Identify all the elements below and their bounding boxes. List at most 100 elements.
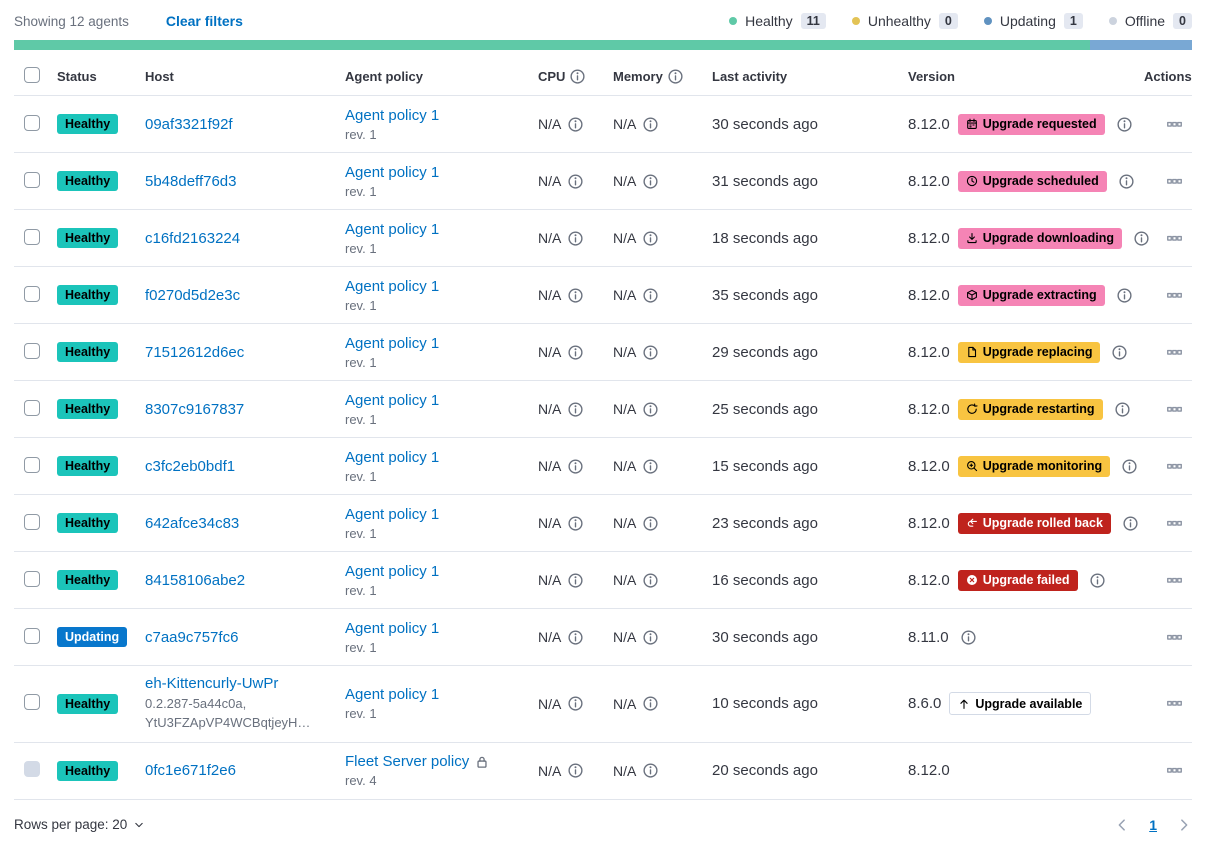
row-actions-button[interactable] [1167,696,1182,711]
host-link[interactable]: 84158106abe2 [145,571,246,589]
row-checkbox[interactable] [24,627,40,644]
host-link[interactable]: 0fc1e671f2e6 [145,762,236,780]
row-checkbox[interactable] [24,399,40,416]
upgrade-info-icon[interactable] [1115,401,1130,417]
upgrade-info-icon[interactable] [1117,116,1132,132]
table-header-row: Status Host Agent policy CPU Memory Last… [14,58,1192,96]
agent-policy-link[interactable]: Agent policy 1 [345,163,440,181]
row-actions-button[interactable] [1167,573,1182,588]
host-link[interactable]: 5b48deff76d3 [145,172,237,190]
row-checkbox[interactable] [24,342,40,359]
agent-policy-link[interactable]: Agent policy 1 [345,686,440,704]
row-actions-button[interactable] [1167,345,1182,360]
row-actions-button[interactable] [1167,117,1182,132]
cpu-info-icon[interactable] [568,401,583,417]
memory-info-icon[interactable] [643,230,658,246]
select-all-checkbox[interactable] [24,67,40,83]
row-actions-button[interactable] [1167,516,1182,531]
row-checkbox[interactable] [24,456,40,473]
memory-info-icon[interactable] [643,344,658,360]
memory-info-icon[interactable] [643,572,658,588]
cpu-info-icon[interactable] [568,629,583,645]
memory-info-icon[interactable] [668,69,683,84]
host-link[interactable]: c3fc2eb0bdf1 [145,457,236,475]
memory-value: N/A [613,572,637,588]
cpu-info-icon[interactable] [568,173,583,189]
upgrade-info-icon[interactable] [1117,287,1132,303]
row-checkbox[interactable] [24,171,40,188]
memory-info-icon[interactable] [643,173,658,189]
cpu-info-icon[interactable] [568,572,583,588]
agent-policy-link[interactable]: Agent policy 1 [345,505,440,523]
host-link[interactable]: 09af3321f92f [145,115,233,133]
memory-cell: N/A [613,687,712,721]
agent-policy-link[interactable]: Fleet Server policy [345,753,470,771]
agent-policy-link[interactable]: Agent policy 1 [345,277,440,295]
cpu-info-icon[interactable] [568,230,583,246]
memory-info-icon[interactable] [643,696,658,711]
host-link[interactable]: 71512612d6ec [145,343,245,361]
cpu-info-icon[interactable] [568,344,583,360]
memory-value: N/A [613,695,637,712]
memory-info-icon[interactable] [643,763,658,778]
clear-filters-link[interactable]: Clear filters [165,13,243,29]
host-link[interactable]: eh-Kittencurly-UwPr [145,675,279,692]
row-actions-button[interactable] [1167,459,1182,474]
cpu-info-icon[interactable] [570,69,586,84]
memory-info-icon[interactable] [643,515,658,531]
row-checkbox[interactable] [24,694,40,711]
upgrade-info-icon[interactable] [1123,515,1138,531]
row-checkbox[interactable] [24,114,40,131]
cpu-info-icon[interactable] [568,696,583,711]
row-actions-button[interactable] [1167,231,1182,246]
upgrade-info-icon[interactable] [1134,230,1149,246]
agent-policy-link[interactable]: Agent policy 1 [345,391,440,409]
agent-policy-link[interactable]: Agent policy 1 [345,448,440,466]
legend-item-healthy: Healthy 11 [729,13,826,29]
upgrade-info-icon[interactable] [1122,458,1137,474]
memory-info-icon[interactable] [643,116,658,132]
upgrade-info-icon[interactable] [961,629,976,645]
cpu-info-icon[interactable] [568,458,583,474]
row-actions-button[interactable] [1167,174,1182,189]
page-number-current[interactable]: 1 [1149,816,1157,833]
cpu-info-icon[interactable] [568,763,583,778]
row-checkbox[interactable] [24,513,40,530]
legend-count-badge: 1 [1063,13,1083,29]
host-cell: c3fc2eb0bdf1 [145,449,345,484]
agent-policy-link[interactable]: Agent policy 1 [345,334,440,352]
upgrade-info-icon[interactable] [1112,344,1128,360]
agent-policy-link[interactable]: Agent policy 1 [345,619,440,637]
row-checkbox[interactable] [24,570,40,587]
upgrade-info-icon[interactable] [1119,173,1134,189]
rows-per-page-button[interactable]: Rows per page: 20 [14,817,145,832]
memory-info-icon[interactable] [643,629,658,645]
agent-policy-link[interactable]: Agent policy 1 [345,220,440,238]
row-actions-button[interactable] [1167,402,1182,417]
next-page-button[interactable] [1176,817,1192,833]
memory-info-icon[interactable] [643,458,658,474]
host-link[interactable]: 8307c9167837 [145,400,245,418]
row-actions-button[interactable] [1167,763,1182,778]
upgrade-info-icon[interactable] [1089,572,1105,588]
cpu-info-icon[interactable] [568,287,583,303]
host-link[interactable]: 642afce34c83 [145,514,240,532]
host-link[interactable]: c16fd2163224 [145,229,241,247]
previous-page-button[interactable] [1114,817,1130,833]
actions-cell [1144,108,1192,141]
row-actions-button[interactable] [1167,630,1182,645]
memory-cell: N/A [613,221,712,255]
cpu-info-icon[interactable] [568,515,583,531]
host-link[interactable]: f0270d5d2e3c [145,286,241,304]
agent-policy-link[interactable]: Agent policy 1 [345,106,440,124]
memory-info-icon[interactable] [643,401,658,417]
host-link[interactable]: c7aa9c757fc6 [145,628,239,646]
version-cell: 8.12.0 Upgrade monitoring [908,447,1144,486]
agent-policy-link[interactable]: Agent policy 1 [345,562,440,580]
row-checkbox[interactable] [24,285,40,302]
host-cell: c16fd2163224 [145,221,345,256]
memory-info-icon[interactable] [643,287,658,303]
cpu-info-icon[interactable] [568,116,583,132]
row-checkbox[interactable] [24,228,40,245]
row-actions-button[interactable] [1167,288,1182,303]
